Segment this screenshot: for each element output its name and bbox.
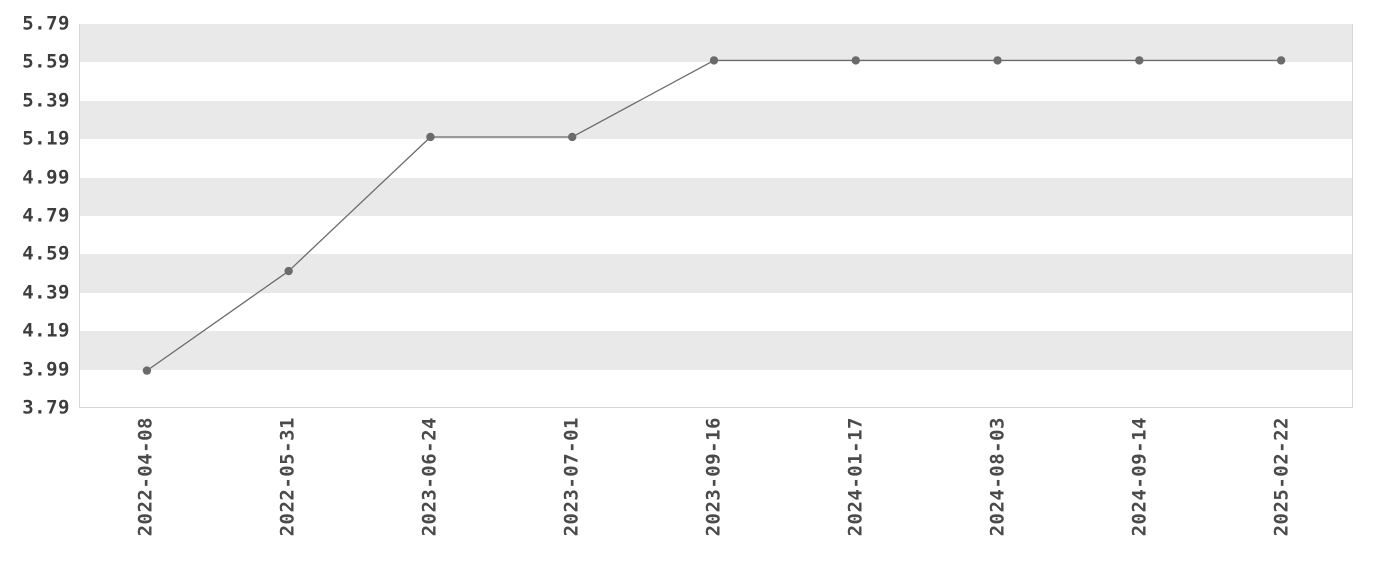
- series-line: [146, 59, 1282, 372]
- data-point-marker: [284, 266, 293, 276]
- x-axis-tick-label: 2024-08-03: [986, 417, 1009, 537]
- grid-band: [80, 331, 1352, 370]
- grid-band: [80, 24, 1352, 63]
- y-axis-tick-label: 5.79: [22, 12, 70, 35]
- y-axis-tick-label: 3.99: [22, 358, 70, 381]
- plot-area: [79, 24, 1353, 408]
- data-point-marker: [142, 366, 152, 375]
- x-axis-tick-label: 2022-04-08: [134, 417, 157, 537]
- x-axis-tick-label: 2022-05-31: [276, 417, 299, 537]
- grid-band: [80, 254, 1352, 293]
- y-axis-tick-label: 4.19: [22, 319, 70, 342]
- data-point-marker: [1276, 56, 1286, 65]
- x-axis-tick-label: 2023-06-24: [418, 417, 441, 537]
- y-axis-tick-label: 5.59: [22, 50, 70, 73]
- data-point-marker: [1135, 56, 1144, 65]
- series-markers: [142, 56, 1286, 375]
- x-axis-tick-label: 2025-02-22: [1270, 417, 1293, 537]
- y-axis-tick-label: 4.39: [22, 281, 70, 304]
- data-point-marker: [851, 56, 860, 65]
- y-axis-tick-label: 3.79: [22, 396, 70, 419]
- y-axis-tick-label: 5.19: [22, 127, 70, 150]
- data-point-marker: [709, 56, 719, 65]
- y-axis-tick-label: 4.99: [22, 166, 70, 189]
- data-point-marker: [993, 56, 1002, 65]
- grid-band: [80, 100, 1352, 140]
- x-axis-tick-label: 2024-09-14: [1128, 417, 1151, 537]
- data-point-marker: [426, 132, 435, 142]
- x-axis-tick-label: 2023-09-16: [702, 417, 725, 537]
- data-point-marker: [568, 132, 577, 142]
- series-layer: [142, 56, 1286, 375]
- x-axis-tick-label: 2024-01-17: [844, 417, 867, 537]
- grid-band: [80, 177, 1352, 216]
- y-axis-tick-label: 4.79: [22, 204, 70, 227]
- y-axis-tick-label: 5.39: [22, 89, 70, 112]
- x-axis-tick-label: 2023-07-01: [560, 417, 583, 537]
- y-axis-tick-label: 4.59: [22, 242, 70, 265]
